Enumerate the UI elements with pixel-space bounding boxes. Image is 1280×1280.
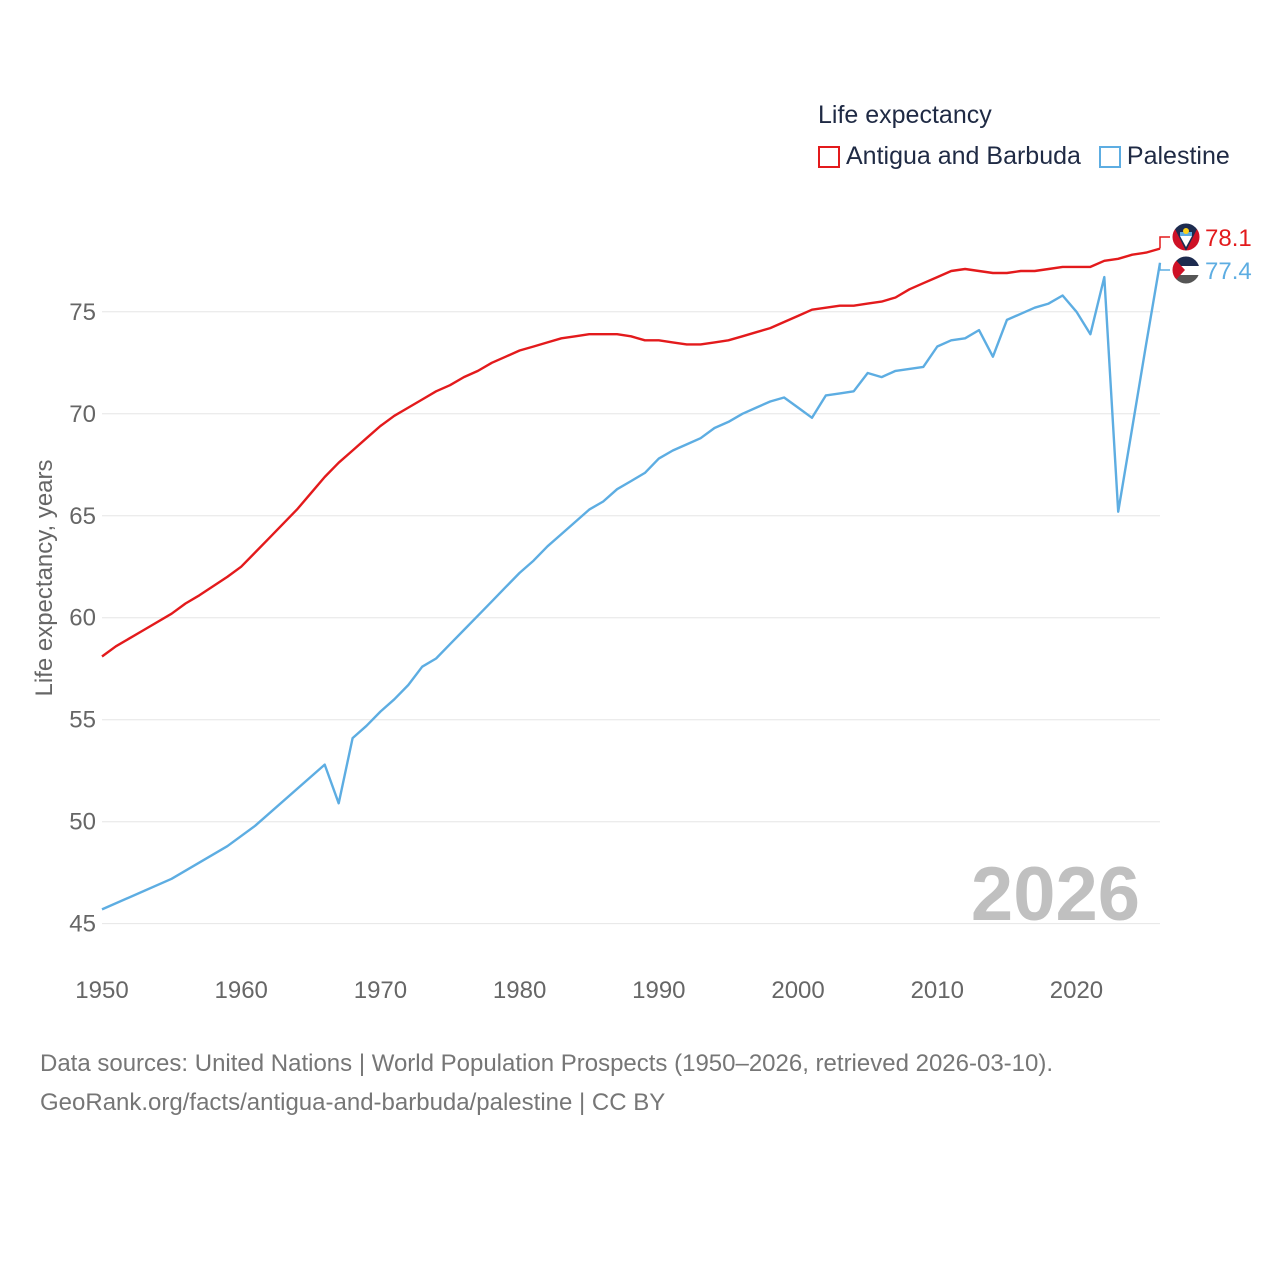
x-tick-label-2020: 2020 [1050,977,1103,1004]
series-lines [101,247,1162,911]
legend-label-palestine: Palestine [1126,142,1230,170]
legend-title: Life expectancy [818,101,992,129]
x-tick-label-1990: 1990 [632,977,685,1004]
x-axis-ticks: 1950 1960 1970 1980 1990 2000 2010 2020 [75,977,1103,1004]
y-tick-label-65: 65 [69,503,96,530]
end-value-label-1: 77.4 [1205,258,1252,285]
gridlines [102,311,1160,925]
y-tick-label-75: 75 [69,299,96,326]
legend-item-palestine[interactable]: Palestine [1098,142,1230,171]
y-tick-label-60: 60 [69,605,96,632]
y-tick-label-50: 50 [69,809,96,836]
legend: Antigua and Barbuda Palestine [818,142,1248,171]
legend-swatch-antigua [818,145,840,168]
series-line-1 [101,262,1162,911]
leader-line-1 [1159,262,1170,271]
legend-swatch-palestine [1098,145,1121,168]
year-watermark: 2026 [971,852,1140,937]
attribution-text: GeoRank.org/facts/antigua-and-barbuda/pa… [40,1089,666,1116]
x-tick-label-1950: 1950 [75,977,128,1004]
y-tick-label-55: 55 [69,707,96,734]
end-value-label-0: 78.1 [1205,225,1252,252]
palestine-flag-icon [1171,255,1201,285]
antigua-and-barbuda-flag-icon [1171,222,1201,252]
y-tick-label-45: 45 [69,911,96,938]
series-line-0 [101,247,1161,658]
y-tick-label-70: 70 [69,401,96,428]
x-tick-label-1970: 1970 [354,977,407,1004]
x-tick-label-1980: 1980 [493,977,546,1004]
end-markers: 78.1 77.4 [1159,222,1252,285]
y-axis-ticks: 45 50 55 60 65 70 75 [69,299,96,938]
legend-label-antigua: Antigua and Barbuda [846,142,1081,170]
legend-item-antigua[interactable]: Antigua and Barbuda [818,142,1081,171]
x-tick-label-2010: 2010 [911,977,964,1004]
leader-line-0 [1159,236,1170,249]
y-axis-label: Life expectancy, years [31,459,58,696]
data-source-text: Data sources: United Nations | World Pop… [40,1050,1054,1077]
x-tick-label-2000: 2000 [771,977,824,1004]
footer: Data sources: United Nations | World Pop… [40,1044,1053,1122]
x-tick-label-1960: 1960 [215,977,268,1004]
